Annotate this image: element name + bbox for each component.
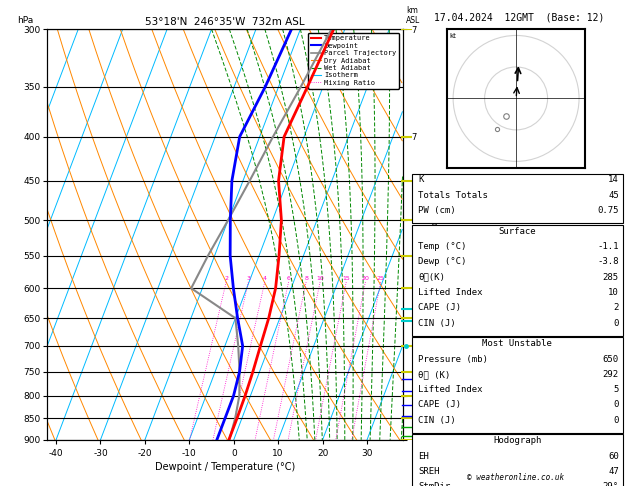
Text: hPa: hPa xyxy=(17,16,33,25)
Text: kt: kt xyxy=(450,34,457,39)
Text: K: K xyxy=(418,175,424,185)
Text: 0: 0 xyxy=(613,400,619,410)
Text: CAPE (J): CAPE (J) xyxy=(418,400,461,410)
Text: Lifted Index: Lifted Index xyxy=(418,288,483,297)
Text: 10: 10 xyxy=(316,276,324,281)
Text: 8: 8 xyxy=(304,276,308,281)
Text: Lifted Index: Lifted Index xyxy=(418,385,483,394)
Text: 3: 3 xyxy=(247,276,250,281)
Text: Temp (°C): Temp (°C) xyxy=(418,242,467,251)
Text: 29°: 29° xyxy=(603,482,619,486)
Text: θᴇ (K): θᴇ (K) xyxy=(418,370,450,379)
Text: 15: 15 xyxy=(342,276,350,281)
Text: km
ASL: km ASL xyxy=(406,6,420,25)
Text: Surface: Surface xyxy=(499,226,536,236)
Text: CIN (J): CIN (J) xyxy=(418,318,456,328)
Text: -3.8: -3.8 xyxy=(598,258,619,266)
Title: 53°18'N  246°35'W  732m ASL: 53°18'N 246°35'W 732m ASL xyxy=(145,17,304,27)
Text: 14: 14 xyxy=(608,175,619,185)
Text: Hodograph: Hodograph xyxy=(493,436,542,446)
Text: 0.75: 0.75 xyxy=(598,206,619,215)
Text: 0: 0 xyxy=(613,318,619,328)
Text: 292: 292 xyxy=(603,370,619,379)
Text: SREH: SREH xyxy=(418,467,440,476)
Text: PW (cm): PW (cm) xyxy=(418,206,456,215)
Text: 650: 650 xyxy=(603,355,619,364)
Text: Pressure (mb): Pressure (mb) xyxy=(418,355,488,364)
Text: 285: 285 xyxy=(603,273,619,282)
Text: 2: 2 xyxy=(613,303,619,312)
Text: StmDir: StmDir xyxy=(418,482,450,486)
Text: 20: 20 xyxy=(362,276,369,281)
Text: CAPE (J): CAPE (J) xyxy=(418,303,461,312)
Y-axis label: Mixing Ratio (g/kg): Mixing Ratio (g/kg) xyxy=(431,195,440,274)
Text: CIN (J): CIN (J) xyxy=(418,416,456,425)
Legend: Temperature, Dewpoint, Parcel Trajectory, Dry Adiabat, Wet Adiabat, Isotherm, Mi: Temperature, Dewpoint, Parcel Trajectory… xyxy=(308,33,399,88)
Text: 45: 45 xyxy=(608,191,619,200)
Text: 10: 10 xyxy=(608,288,619,297)
Text: 17.04.2024  12GMT  (Base: 12): 17.04.2024 12GMT (Base: 12) xyxy=(434,12,604,22)
Text: 2: 2 xyxy=(224,276,228,281)
Text: 47: 47 xyxy=(608,467,619,476)
Text: Most Unstable: Most Unstable xyxy=(482,339,552,348)
Text: -1.1: -1.1 xyxy=(598,242,619,251)
Text: 25: 25 xyxy=(377,276,384,281)
Text: 4: 4 xyxy=(263,276,267,281)
Text: θᴇ(K): θᴇ(K) xyxy=(418,273,445,282)
Text: 6: 6 xyxy=(287,276,291,281)
Text: Totals Totals: Totals Totals xyxy=(418,191,488,200)
Text: 60: 60 xyxy=(608,452,619,461)
Text: EH: EH xyxy=(418,452,429,461)
Text: 5: 5 xyxy=(613,385,619,394)
Text: 0: 0 xyxy=(613,416,619,425)
Text: © weatheronline.co.uk: © weatheronline.co.uk xyxy=(467,473,564,482)
X-axis label: Dewpoint / Temperature (°C): Dewpoint / Temperature (°C) xyxy=(155,462,295,472)
Text: Dewp (°C): Dewp (°C) xyxy=(418,258,467,266)
